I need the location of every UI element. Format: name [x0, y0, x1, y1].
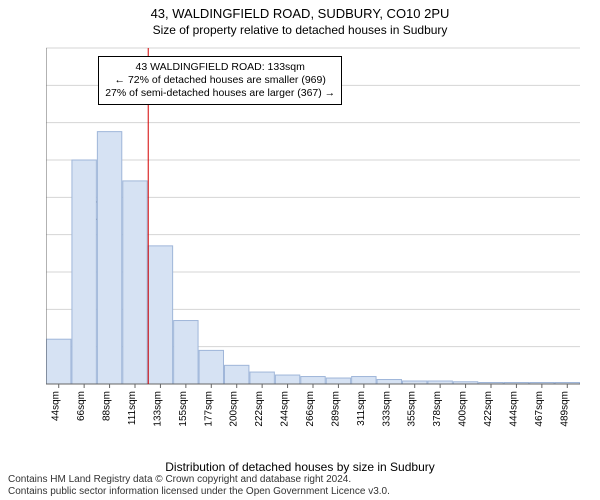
- svg-text:88sqm: 88sqm: [102, 391, 113, 421]
- footer-line-2: Contains public sector information licen…: [8, 486, 390, 498]
- svg-text:311sqm: 311sqm: [356, 391, 367, 426]
- callout-line-1: 43 WALDINGFIELD ROAD: 133sqm: [105, 61, 335, 74]
- svg-text:111sqm: 111sqm: [127, 391, 138, 425]
- svg-text:467sqm: 467sqm: [534, 391, 545, 427]
- svg-text:289sqm: 289sqm: [330, 391, 341, 427]
- page-subtitle: Size of property relative to detached ho…: [0, 21, 600, 37]
- svg-text:378sqm: 378sqm: [432, 391, 443, 427]
- svg-text:244sqm: 244sqm: [280, 391, 291, 427]
- svg-text:222sqm: 222sqm: [254, 391, 265, 427]
- svg-text:44sqm: 44sqm: [51, 391, 62, 421]
- svg-text:266sqm: 266sqm: [305, 391, 316, 427]
- svg-text:66sqm: 66sqm: [76, 391, 87, 421]
- svg-text:155sqm: 155sqm: [178, 391, 189, 427]
- svg-text:489sqm: 489sqm: [559, 391, 570, 427]
- svg-text:200sqm: 200sqm: [229, 391, 240, 427]
- svg-text:355sqm: 355sqm: [407, 391, 418, 427]
- svg-text:133sqm: 133sqm: [152, 391, 163, 427]
- svg-text:177sqm: 177sqm: [203, 391, 214, 427]
- svg-text:444sqm: 444sqm: [508, 391, 519, 427]
- callout-line-2: ← 72% of detached houses are smaller (96…: [105, 74, 335, 87]
- page-title: 43, WALDINGFIELD ROAD, SUDBURY, CO10 2PU: [0, 0, 600, 21]
- footer-line-1: Contains HM Land Registry data © Crown c…: [8, 474, 390, 486]
- x-axis-label: Distribution of detached houses by size …: [0, 460, 600, 474]
- svg-text:422sqm: 422sqm: [483, 391, 494, 427]
- callout-box: 43 WALDINGFIELD ROAD: 133sqm ← 72% of de…: [98, 56, 342, 105]
- callout-line-3: 27% of semi-detached houses are larger (…: [105, 87, 335, 100]
- svg-text:333sqm: 333sqm: [381, 391, 392, 427]
- svg-text:400sqm: 400sqm: [458, 391, 469, 427]
- footer-attribution: Contains HM Land Registry data © Crown c…: [8, 474, 390, 498]
- chart-container: 05010015020025030035040045044sqm66sqm88s…: [46, 44, 586, 434]
